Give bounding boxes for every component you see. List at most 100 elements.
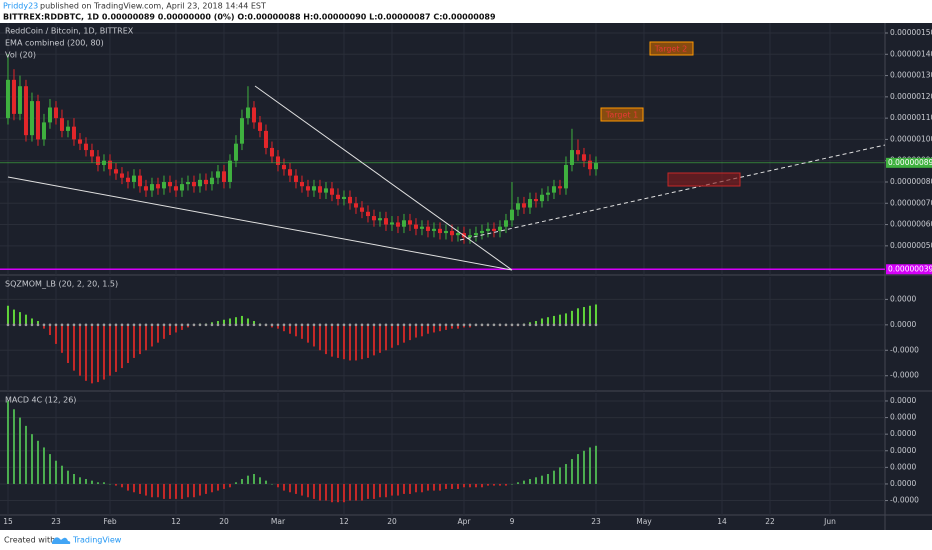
candle-body bbox=[413, 224, 418, 229]
squeeze-dot bbox=[216, 323, 220, 327]
candle-body bbox=[215, 171, 220, 178]
price-label-bg bbox=[886, 157, 932, 168]
histogram-bar bbox=[438, 324, 441, 332]
annotation-box bbox=[649, 41, 694, 56]
histogram-bar bbox=[12, 309, 15, 325]
histogram-bar bbox=[174, 324, 177, 333]
histogram-bar bbox=[66, 470, 69, 484]
squeeze-dot bbox=[504, 323, 508, 327]
histogram-bar bbox=[492, 483, 495, 486]
squeeze-dot bbox=[570, 323, 574, 327]
x-tick-label: 14 bbox=[717, 517, 727, 526]
histogram-bar bbox=[168, 483, 171, 499]
histogram-bar bbox=[576, 454, 579, 484]
y-tick-label: 0.00000110 bbox=[890, 113, 932, 122]
histogram-bar bbox=[132, 324, 135, 358]
candle-body bbox=[551, 186, 556, 193]
histogram-bar bbox=[78, 477, 81, 484]
candle-body bbox=[221, 171, 226, 182]
pane-title: ReddCoin / Bitcoin, 1D, BITTREX bbox=[5, 27, 134, 36]
histogram-bar bbox=[330, 324, 333, 357]
candle-body bbox=[269, 147, 274, 157]
histogram-bar bbox=[444, 324, 447, 330]
histogram-bar bbox=[360, 324, 363, 360]
histogram-bar bbox=[432, 483, 435, 491]
squeeze-dot bbox=[132, 323, 136, 327]
histogram-bar bbox=[54, 324, 57, 344]
histogram-bar bbox=[486, 483, 489, 486]
histogram-bar bbox=[588, 305, 591, 325]
histogram-bar bbox=[396, 483, 399, 496]
squeeze-dot bbox=[138, 323, 142, 327]
y-tick-label: 0.00000080 bbox=[890, 177, 932, 186]
histogram-bar bbox=[210, 483, 213, 493]
histogram-bar bbox=[114, 324, 117, 372]
histogram-bar bbox=[348, 483, 351, 501]
histogram-bar bbox=[294, 324, 297, 337]
histogram-bar bbox=[42, 447, 45, 484]
squeeze-dot bbox=[342, 323, 346, 327]
author[interactable]: Priddy23 bbox=[3, 2, 38, 11]
candle-body bbox=[587, 160, 592, 170]
candle-body bbox=[317, 186, 322, 193]
histogram-bar bbox=[354, 483, 357, 501]
squeeze-dot bbox=[54, 323, 58, 327]
histogram-bar bbox=[108, 483, 111, 485]
histogram-bar bbox=[240, 478, 243, 484]
squeeze-dot bbox=[186, 323, 190, 327]
histogram-bar bbox=[438, 483, 441, 491]
histogram-bar bbox=[348, 324, 351, 361]
histogram-bar bbox=[576, 308, 579, 325]
candle-body bbox=[521, 203, 526, 208]
histogram-bar bbox=[288, 483, 291, 493]
candle-body bbox=[407, 220, 412, 225]
histogram-bar bbox=[588, 447, 591, 484]
histogram-bar bbox=[480, 483, 483, 488]
histogram-bar bbox=[318, 483, 321, 501]
y-tick-label: -0.0000 bbox=[890, 345, 919, 354]
histogram-bar bbox=[498, 483, 501, 486]
indicator-legend: Vol (20) bbox=[5, 51, 36, 60]
histogram-bar bbox=[90, 480, 93, 484]
squeeze-dot bbox=[234, 323, 238, 327]
squeeze-dot bbox=[264, 323, 268, 327]
y-tick-label: 0.0000 bbox=[890, 294, 916, 303]
histogram-bar bbox=[162, 483, 165, 499]
histogram-bar bbox=[12, 409, 15, 484]
squeeze-dot bbox=[348, 323, 352, 327]
histogram-bar bbox=[582, 450, 585, 484]
histogram-bar bbox=[36, 440, 39, 484]
histogram-bar bbox=[30, 318, 33, 325]
squeeze-dot bbox=[546, 323, 550, 327]
histogram-bar bbox=[282, 483, 285, 491]
histogram-bar bbox=[72, 474, 75, 484]
squeeze-dot bbox=[366, 323, 370, 327]
y-tick-label: 0.0000 bbox=[890, 479, 916, 488]
squeeze-dot bbox=[552, 323, 556, 327]
footer-brand[interactable]: TradingView bbox=[72, 536, 122, 545]
histogram-bar bbox=[516, 482, 519, 484]
histogram-bar bbox=[330, 483, 333, 503]
candle-body bbox=[503, 220, 508, 227]
squeeze-dot bbox=[420, 323, 424, 327]
candle-body bbox=[11, 79, 16, 114]
histogram-bar bbox=[258, 477, 261, 484]
candle-body bbox=[563, 164, 568, 189]
histogram-bar bbox=[6, 400, 9, 484]
candle-body bbox=[449, 230, 454, 236]
squeeze-dot bbox=[582, 323, 586, 327]
candle-body bbox=[539, 194, 544, 202]
candle-body bbox=[341, 196, 346, 200]
histogram-bar bbox=[264, 480, 267, 484]
histogram-bar bbox=[408, 483, 411, 494]
marks bbox=[0, 54, 885, 503]
candle-body bbox=[131, 175, 136, 182]
squeeze-dot bbox=[240, 323, 244, 327]
histogram-bar bbox=[24, 314, 27, 325]
histogram-bar bbox=[456, 324, 459, 329]
squeeze-dot bbox=[294, 323, 298, 327]
histogram-bar bbox=[420, 483, 423, 493]
axis-labels: 15 23 Feb 12 20 Mar 12 20 Apr 9 23 May 14 22 Jun 0.0000… bbox=[3, 28, 932, 526]
squeeze-dot bbox=[300, 323, 304, 327]
histogram-bar bbox=[114, 483, 117, 486]
